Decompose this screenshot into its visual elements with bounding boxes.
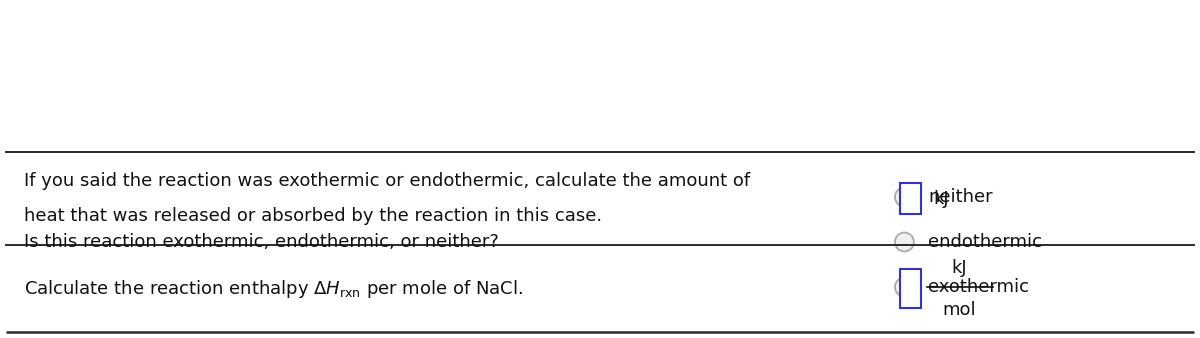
FancyBboxPatch shape bbox=[900, 269, 922, 308]
Text: neither: neither bbox=[929, 188, 992, 206]
Text: heat that was released or absorbed by the reaction in this case.: heat that was released or absorbed by th… bbox=[24, 207, 602, 225]
Text: Is this reaction exothermic, endothermic, or neither?: Is this reaction exothermic, endothermic… bbox=[24, 233, 499, 251]
Text: exothermic: exothermic bbox=[929, 278, 1030, 296]
Text: If you said the reaction was exothermic or endothermic, calculate the amount of: If you said the reaction was exothermic … bbox=[24, 172, 750, 190]
Text: kJ: kJ bbox=[952, 259, 967, 277]
Ellipse shape bbox=[895, 233, 914, 251]
Text: Calculate the reaction enthalpy $\Delta H_{\mathregular{rxn}}$ per mole of NaCl.: Calculate the reaction enthalpy $\Delta … bbox=[24, 277, 523, 299]
Text: mol: mol bbox=[943, 301, 977, 319]
Ellipse shape bbox=[895, 277, 914, 296]
Ellipse shape bbox=[895, 188, 914, 207]
Text: endothermic: endothermic bbox=[929, 233, 1043, 251]
Text: kJ: kJ bbox=[934, 190, 949, 208]
FancyBboxPatch shape bbox=[900, 183, 922, 214]
